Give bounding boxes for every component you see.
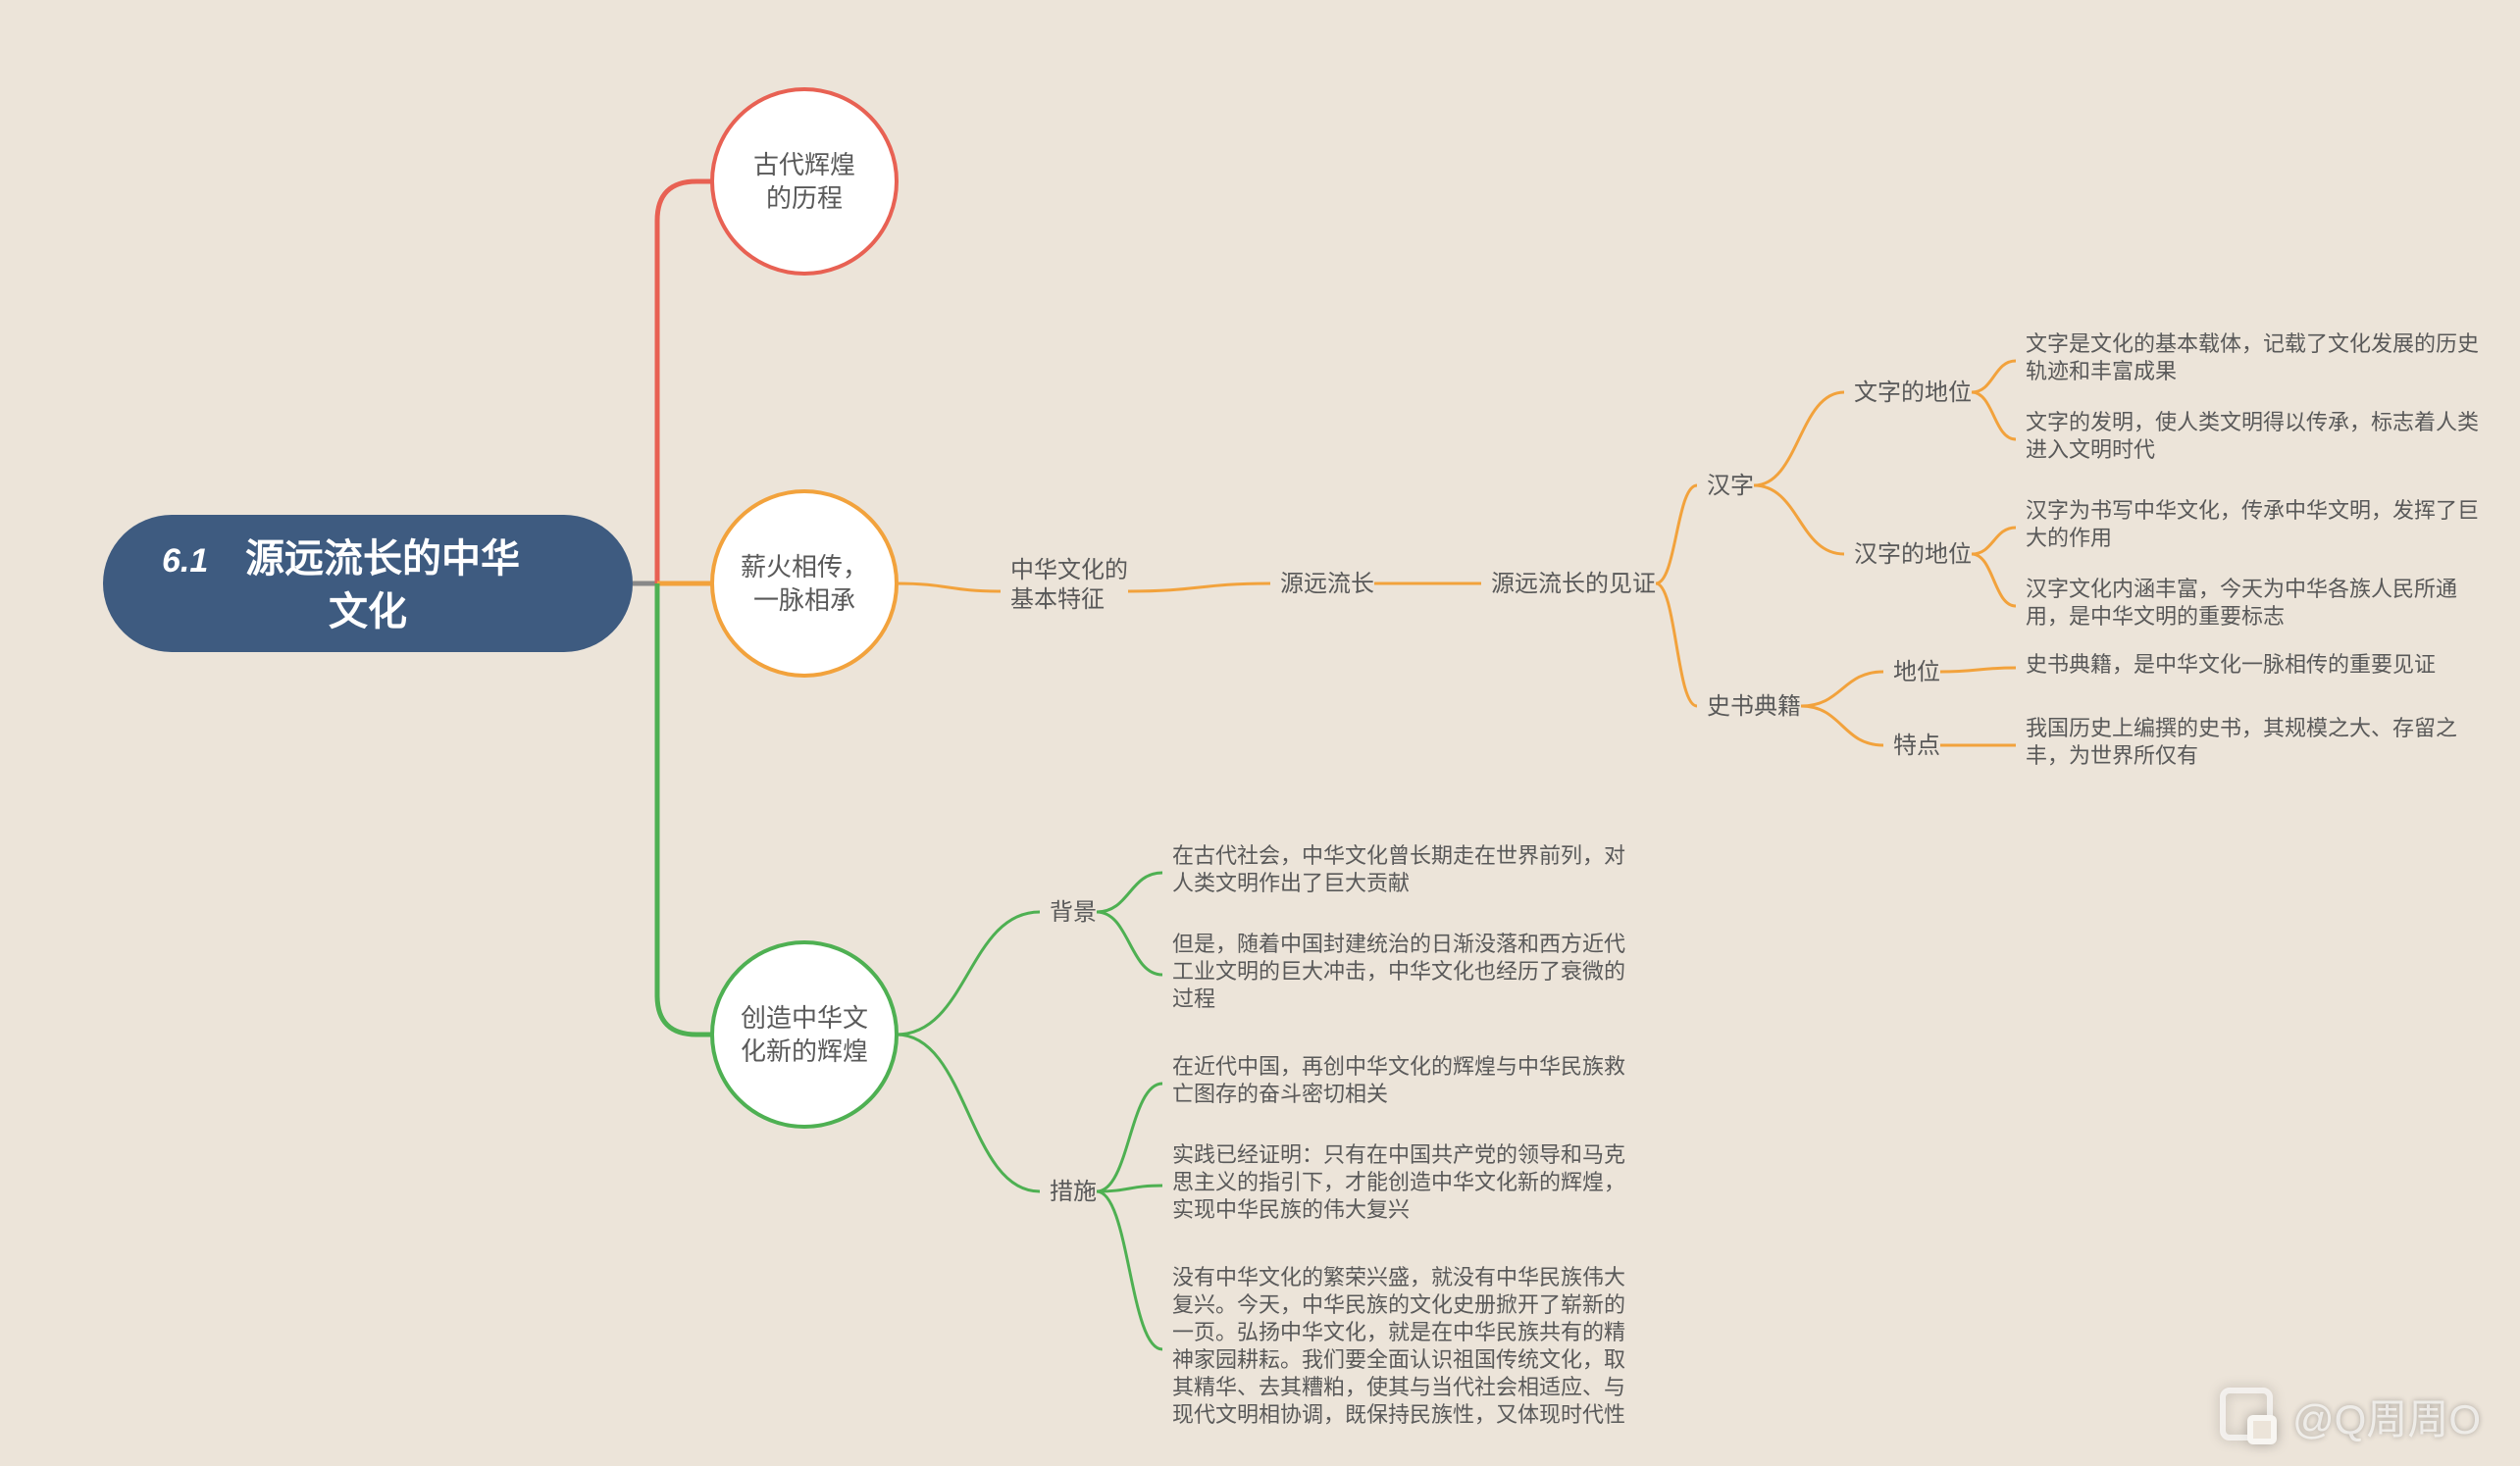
- circle-node-1[interactable]: 古代辉煌的历程: [712, 89, 897, 274]
- node-g_bj: 背景: [1050, 899, 1097, 926]
- edge: [1801, 706, 1883, 745]
- svg-text:丰，为世界所仅有: 丰，为世界所仅有: [2026, 743, 2198, 768]
- edge: [1656, 583, 1697, 706]
- node-n_long: 源远流长: [1280, 571, 1374, 597]
- svg-text:人类文明作出了巨大贡献: 人类文明作出了巨大贡献: [1172, 871, 1410, 895]
- svg-text:大的作用: 大的作用: [2026, 526, 2112, 550]
- edge: [1754, 392, 1844, 485]
- svg-text:实现中华民族的伟大复兴: 实现中华民族的伟大复兴: [1172, 1197, 1410, 1222]
- leaf-lf_sj1: 史书典籍，是中华文化一脉相传的重要见证: [2026, 652, 2436, 677]
- node-n_shiji: 史书典籍: [1707, 693, 1801, 720]
- svg-text:实践已经证明：只有在中国共产党的领导和马克: 实践已经证明：只有在中国共产党的领导和马克: [1172, 1142, 1625, 1167]
- green-subtree: 背景措施 在古代社会，中华文化曾长期走在世界前列，对人类文明作出了巨大贡献但是，随…: [897, 843, 1625, 1427]
- node-n_hanzid: 汉字的地位: [1854, 541, 1972, 568]
- svg-text:没有中华文化的繁荣兴盛，就没有中华民族伟大: 没有中华文化的繁荣兴盛，就没有中华民族伟大: [1172, 1265, 1625, 1289]
- edge: [1097, 912, 1162, 975]
- node-n_proof: 源远流长的见证: [1491, 571, 1656, 597]
- leaf-lf_wenzi1: 文字是文化的基本载体，记载了文化发展的历史轨迹和丰富成果: [2026, 331, 2479, 383]
- svg-text:汉字为书写中华文化，传承中华文明，发挥了巨: 汉字为书写中华文化，传承中华文明，发挥了巨: [2026, 498, 2479, 523]
- node-n_hanzi: 汉字: [1707, 473, 1754, 499]
- edge: [1972, 361, 2016, 392]
- root-node[interactable]: 6.1 源远流长的中华文化: [103, 515, 633, 652]
- svg-text:神家园耕耘。我们要全面认识祖国传统文化，取: 神家园耕耘。我们要全面认识祖国传统文化，取: [1172, 1347, 1625, 1372]
- leaf-lf_hanzi1: 汉字为书写中华文化，传承中华文明，发挥了巨大的作用: [2026, 498, 2479, 550]
- edge: [1097, 1191, 1162, 1349]
- edge: [897, 912, 1040, 1035]
- svg-text:史书典籍，是中华文化一脉相传的重要见证: 史书典籍，是中华文化一脉相传的重要见证: [2026, 652, 2436, 677]
- svg-text:进入文明时代: 进入文明时代: [2026, 437, 2155, 462]
- circle-node-3[interactable]: 创造中华文化新的辉煌: [712, 942, 897, 1127]
- svg-text:用，是中华文明的重要标志: 用，是中华文明的重要标志: [2026, 604, 2285, 629]
- svg-text:中华文化的: 中华文化的: [1010, 557, 1128, 583]
- edge: [1972, 392, 2016, 439]
- svg-text:一页。弘扬中华文化，就是在中华民族共有的精: 一页。弘扬中华文化，就是在中华民族共有的精: [1172, 1320, 1625, 1344]
- edge: [1754, 485, 1844, 554]
- leaf-lf_wenzi2: 文字的发明，使人类文明得以传承，标志着人类进入文明时代: [2026, 410, 2479, 462]
- svg-text:汉字的地位: 汉字的地位: [1854, 541, 1972, 568]
- svg-text:一脉相承: 一脉相承: [753, 585, 855, 615]
- edge: [1097, 1084, 1162, 1191]
- edge: [1128, 583, 1270, 591]
- svg-text:源远流长的中华: 源远流长的中华: [245, 537, 520, 581]
- node-g_cs: 措施: [1050, 1179, 1097, 1205]
- orange-subtree: 中华文化的基本特征 源远流长 源远流长的见证 汉字 文字的地位汉字的地位史书典籍 地位特点…: [897, 331, 2479, 768]
- edge: [1801, 672, 1883, 706]
- svg-text:现代文明相协调，既保持民族性，又体现时代性: 现代文明相协调，既保持民族性，又体现时代性: [1172, 1402, 1625, 1427]
- svg-text:源远流长: 源远流长: [1280, 571, 1374, 597]
- trunk-branch-1: [657, 181, 712, 583]
- circle-node-2[interactable]: 薪火相传， 一脉相承: [712, 491, 897, 676]
- svg-text:地位: 地位: [1893, 659, 1940, 685]
- edge: [1972, 554, 2016, 606]
- leaf-gf_cs3: 没有中华文化的繁荣兴盛，就没有中华民族伟大复兴。今天，中华民族的文化史册掀开了崭…: [1172, 1265, 1625, 1427]
- svg-text:措施: 措施: [1050, 1179, 1097, 1205]
- leaf-gf_bj2: 但是，随着中国封建统治的日渐没落和西方近代工业文明的巨大冲击，中华文化也经历了衰…: [1172, 932, 1625, 1011]
- svg-text:创造中华文: 创造中华文: [741, 1003, 868, 1033]
- svg-text:古代辉煌: 古代辉煌: [753, 150, 855, 179]
- svg-text:特点: 特点: [1893, 733, 1940, 759]
- svg-text:亡图存的奋斗密切相关: 亡图存的奋斗密切相关: [1172, 1082, 1388, 1106]
- svg-text:史书典籍: 史书典籍: [1707, 693, 1801, 720]
- svg-text:背景: 背景: [1050, 899, 1097, 926]
- node-n_tedian: 特点: [1893, 733, 1940, 759]
- node-n_diwei: 地位: [1893, 659, 1940, 685]
- svg-text:复兴。今天，中华民族的文化史册掀开了崭新的: 复兴。今天，中华民族的文化史册掀开了崭新的: [1172, 1292, 1625, 1317]
- svg-text:基本特征: 基本特征: [1010, 586, 1105, 613]
- leaf-lf_hanzi2: 汉字文化内涵丰富，今天为中华各族人民所通用，是中华文明的重要标志: [2026, 577, 2457, 629]
- node-n_wenzi: 文字的地位: [1854, 379, 1972, 406]
- trunk-branch-3: [657, 583, 712, 1035]
- svg-text:的历程: 的历程: [766, 183, 843, 213]
- svg-text:汉字: 汉字: [1707, 473, 1754, 499]
- svg-text:思主义的指引下，才能创造中华文化新的辉煌，: 思主义的指引下，才能创造中华文化新的辉煌，: [1172, 1170, 1625, 1194]
- svg-text:其精华、去其糟粕，使其与当代社会相适应、与: 其精华、去其糟粕，使其与当代社会相适应、与: [1172, 1375, 1625, 1399]
- svg-text:源远流长的见证: 源远流长的见证: [1491, 571, 1656, 597]
- svg-text:工业文明的巨大冲击，中华文化也经历了衰微的: 工业文明的巨大冲击，中华文化也经历了衰微的: [1172, 959, 1625, 984]
- edge: [1940, 668, 2016, 672]
- svg-text:轨迹和丰富成果: 轨迹和丰富成果: [2026, 359, 2177, 383]
- leaf-gf_bj1: 在古代社会，中华文化曾长期走在世界前列，对人类文明作出了巨大贡献: [1172, 843, 1625, 895]
- edge: [1656, 485, 1697, 583]
- edge: [897, 1035, 1040, 1191]
- svg-text:化新的辉煌: 化新的辉煌: [741, 1036, 868, 1066]
- svg-text:在古代社会，中华文化曾长期走在世界前列，对: 在古代社会，中华文化曾长期走在世界前列，对: [1172, 843, 1625, 868]
- leaf-gf_cs2: 实践已经证明：只有在中国共产党的领导和马克思主义的指引下，才能创造中华文化新的辉…: [1172, 1142, 1625, 1222]
- svg-text:过程: 过程: [1172, 986, 1215, 1011]
- svg-text:我国历史上编撰的史书，其规模之大、存留之: 我国历史上编撰的史书，其规模之大、存留之: [2026, 716, 2457, 740]
- svg-text:但是，随着中国封建统治的日渐没落和西方近代: 但是，随着中国封建统治的日渐没落和西方近代: [1172, 932, 1625, 956]
- svg-text:薪火相传，: 薪火相传，: [741, 552, 868, 581]
- node-n_basic: 中华文化的基本特征: [1010, 557, 1128, 613]
- svg-text:文字的地位: 文字的地位: [1854, 379, 1972, 406]
- svg-text:文字是文化的基本载体，记载了文化发展的历史: 文字是文化的基本载体，记载了文化发展的历史: [2026, 331, 2479, 356]
- svg-text:在近代中国，再创中华文化的辉煌与中华民族救: 在近代中国，再创中华文化的辉煌与中华民族救: [1172, 1054, 1625, 1079]
- leaf-gf_cs1: 在近代中国，再创中华文化的辉煌与中华民族救亡图存的奋斗密切相关: [1172, 1054, 1625, 1106]
- edge: [1972, 528, 2016, 554]
- svg-text:汉字文化内涵丰富，今天为中华各族人民所通: 汉字文化内涵丰富，今天为中华各族人民所通: [2026, 577, 2457, 601]
- leaf-lf_sj2: 我国历史上编撰的史书，其规模之大、存留之丰，为世界所仅有: [2026, 716, 2457, 768]
- svg-text:文化: 文化: [329, 590, 407, 633]
- svg-text:文字的发明，使人类文明得以传承，标志着人类: 文字的发明，使人类文明得以传承，标志着人类: [2026, 410, 2479, 434]
- edge: [897, 583, 1001, 591]
- edge: [1097, 873, 1162, 912]
- svg-text:6.1: 6.1: [162, 542, 208, 580]
